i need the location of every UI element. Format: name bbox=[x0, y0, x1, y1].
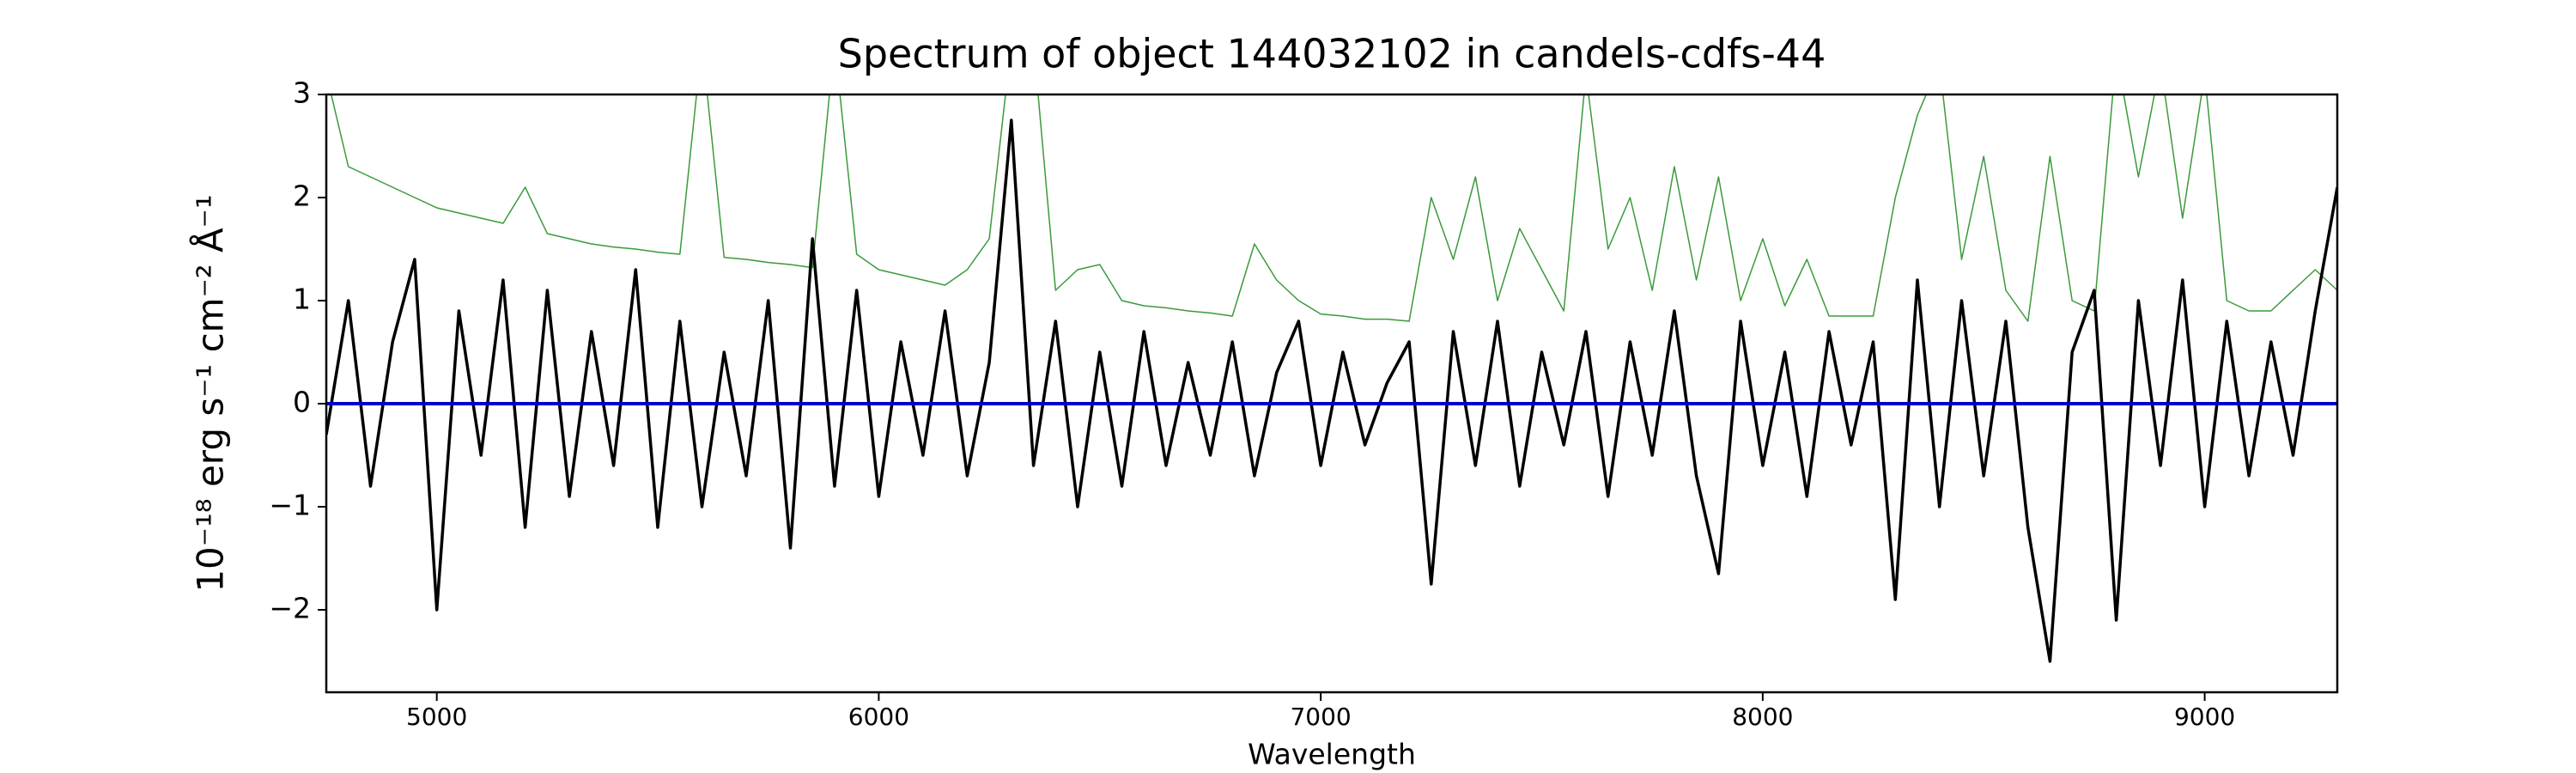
x-tick-label: 6000 bbox=[848, 703, 909, 731]
y-tick-label: 3 bbox=[293, 76, 311, 110]
y-tick-label: 0 bbox=[293, 386, 311, 419]
y-tick-label: −2 bbox=[269, 592, 311, 625]
plot-lines bbox=[326, 94, 2337, 663]
y-tick-label: 1 bbox=[293, 283, 311, 316]
x-tick-label: 5000 bbox=[406, 703, 467, 731]
series-line bbox=[326, 119, 2337, 663]
x-tick-label: 9000 bbox=[2174, 703, 2235, 731]
x-tick-label: 8000 bbox=[1732, 703, 1793, 731]
y-axis-label: 10⁻¹⁸ erg s⁻¹ cm⁻² Å⁻¹ bbox=[189, 194, 232, 592]
x-tick-label: 7000 bbox=[1290, 703, 1351, 731]
y-tick-label: 2 bbox=[293, 180, 311, 213]
x-axis-label: Wavelength bbox=[1248, 738, 1416, 771]
chart-title: Spectrum of object 144032102 in candels-… bbox=[838, 31, 1826, 77]
plot-frame bbox=[325, 93, 2339, 694]
y-tick-label: −1 bbox=[269, 489, 311, 522]
series-line bbox=[330, 94, 2337, 322]
